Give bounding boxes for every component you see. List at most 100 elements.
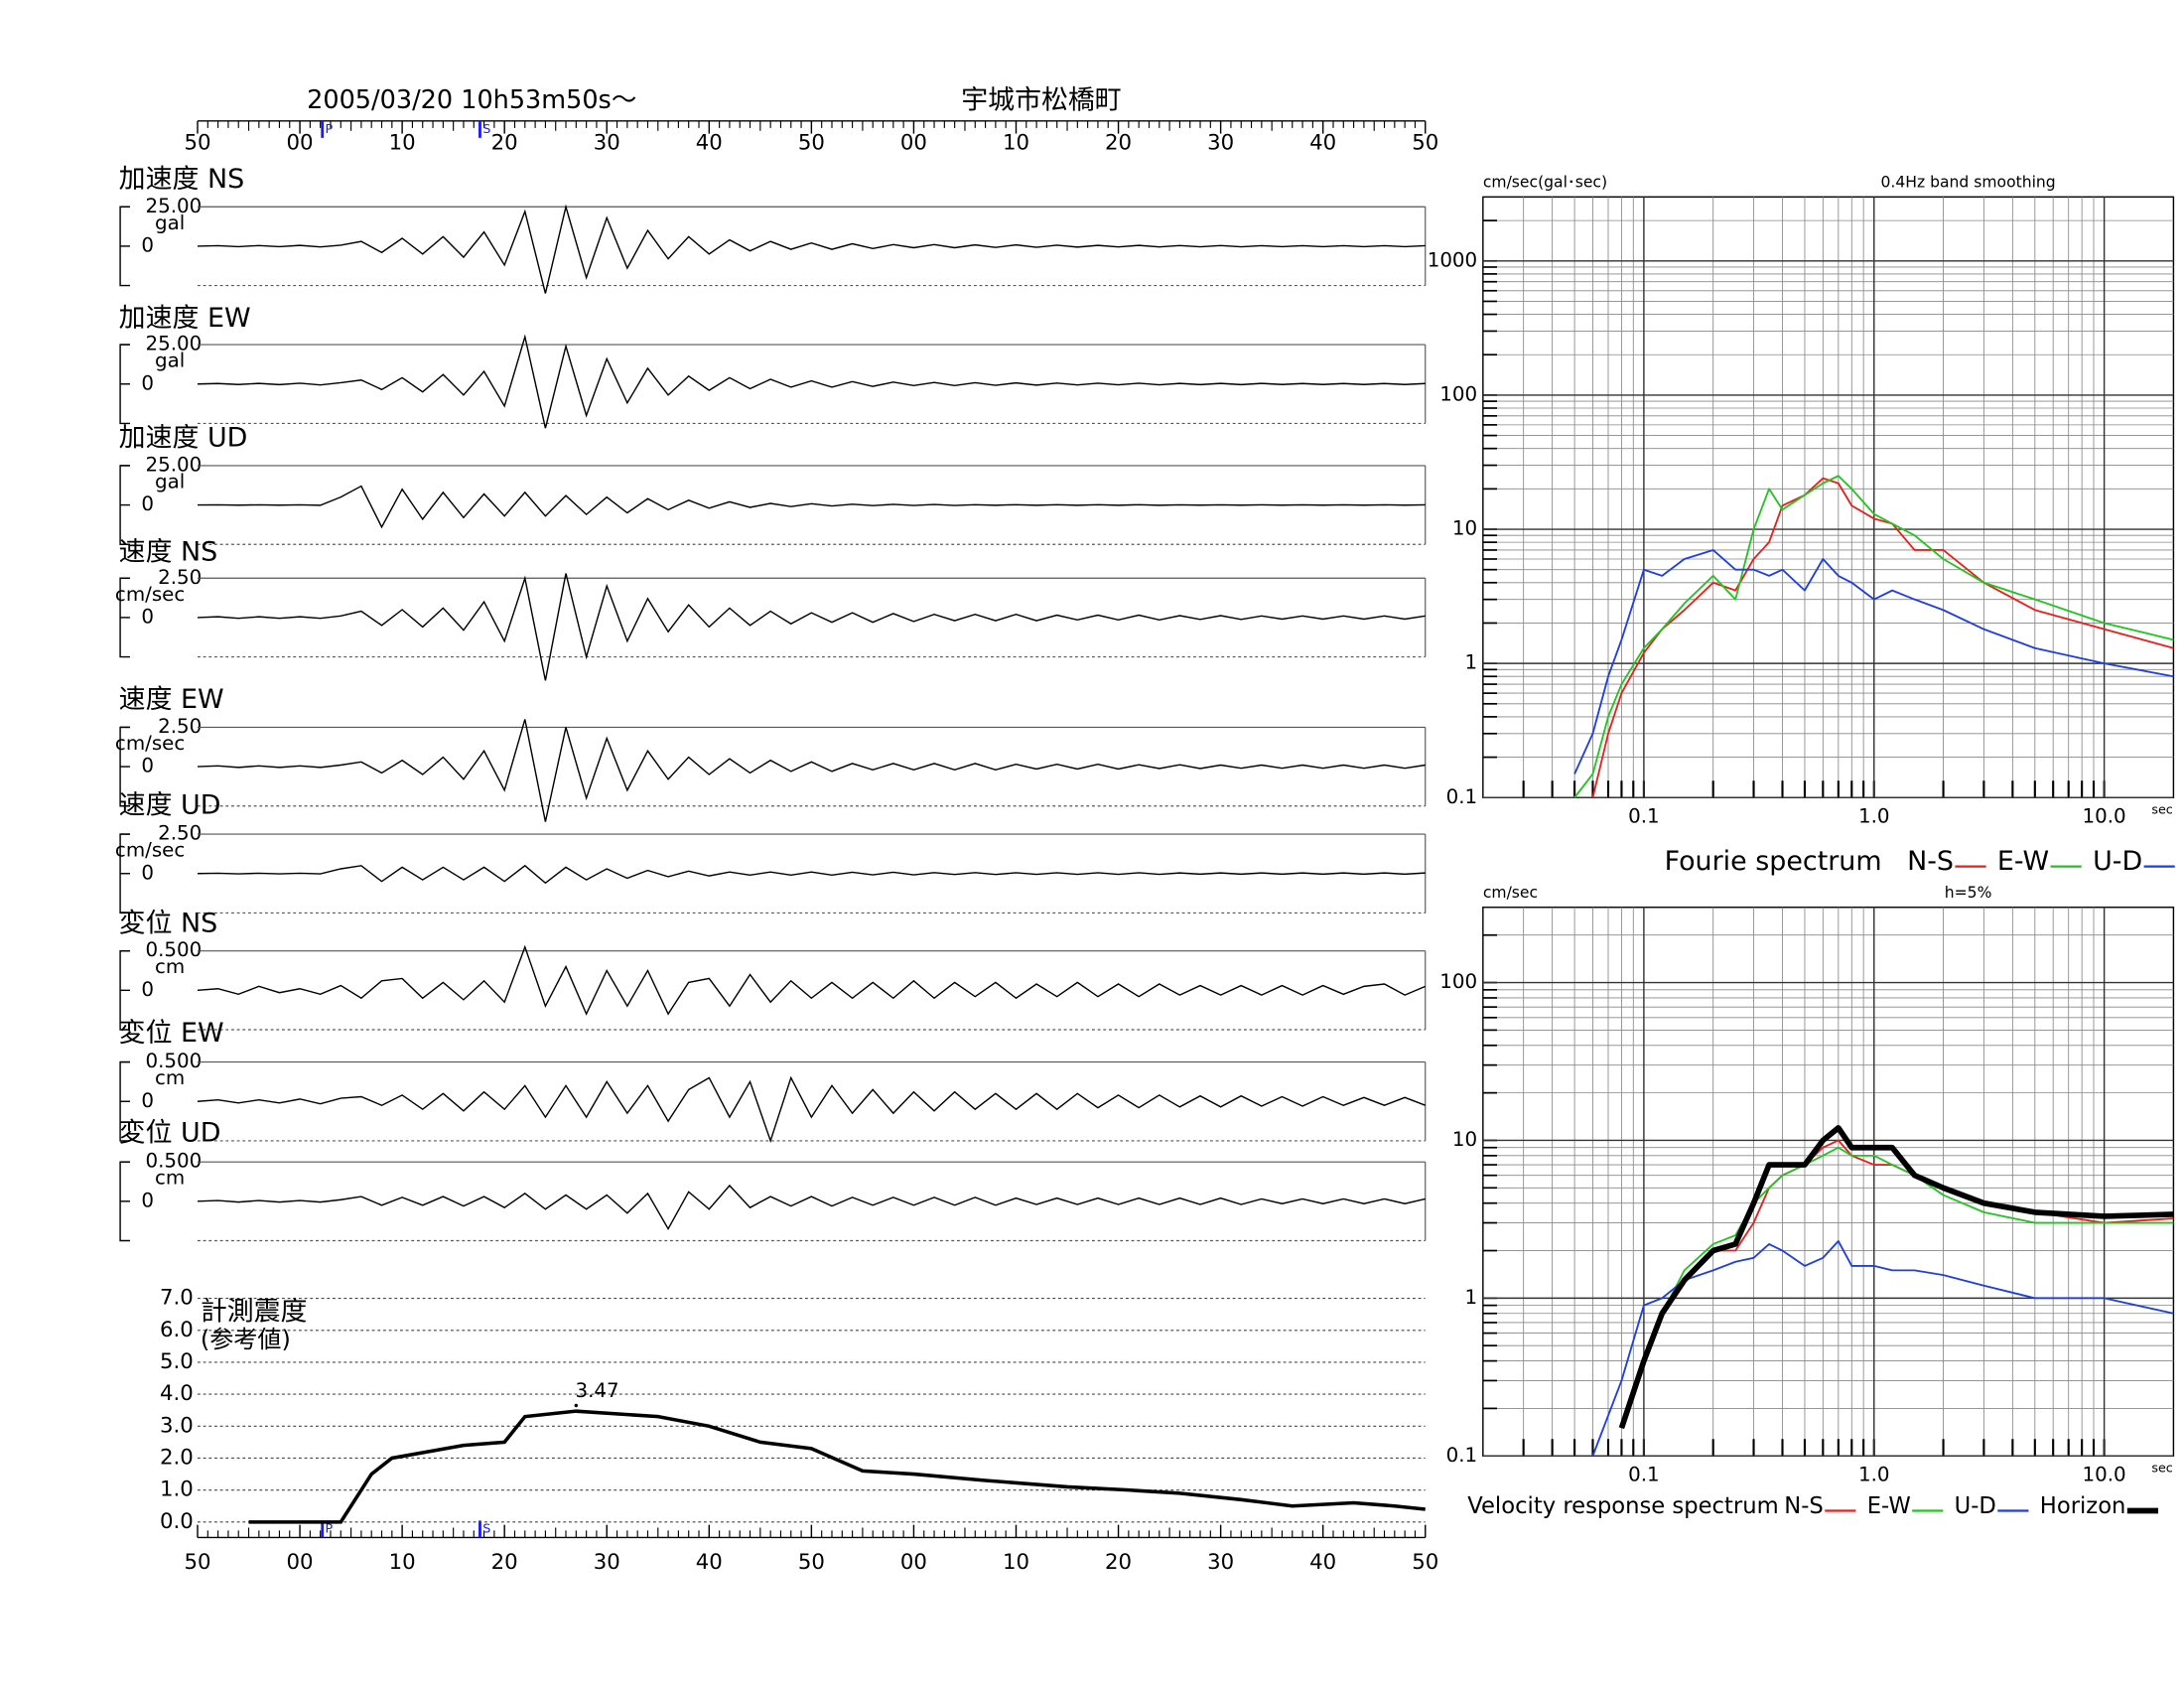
- waveform: [197, 334, 1426, 429]
- time-tick-label: 10: [1003, 131, 1029, 156]
- trace-scale-label: 25.00: [145, 195, 202, 217]
- legend-label: N-S: [1784, 1493, 1824, 1519]
- trace-unit: cm: [155, 1066, 185, 1089]
- waveform: [197, 864, 1426, 885]
- trace-label: 加速度 UD: [119, 423, 248, 454]
- trace-label: 変位 UD: [119, 1117, 221, 1148]
- intensity-tick-label: 6.0: [160, 1318, 194, 1342]
- intensity-tick-label: 1.0: [160, 1477, 194, 1502]
- x-axis-label: sec: [2151, 803, 2173, 818]
- phase-label: S: [482, 1521, 490, 1536]
- intensity-peak-label: 3.47: [576, 1379, 619, 1402]
- time-tick-label: 30: [1207, 131, 1234, 156]
- intensity-tick-label: 2.0: [160, 1445, 194, 1470]
- time-tick-label: 20: [1105, 131, 1132, 156]
- y-axis-label: cm/sec: [1483, 884, 1538, 902]
- spectrum-line: [1573, 549, 2174, 774]
- time-tick-label: 40: [696, 1550, 723, 1575]
- trace-scale-label: 0.500: [145, 938, 202, 961]
- time-tick-label: 30: [594, 131, 620, 156]
- x-tick-label: 1.0: [1858, 1464, 1890, 1486]
- y-tick-label: 0.1: [1446, 1444, 1478, 1467]
- x-tick-label: 0.1: [1628, 1464, 1660, 1486]
- y-tick-label: 100: [1439, 382, 1477, 405]
- intensity-tick-label: 4.0: [160, 1381, 194, 1406]
- trace-label: 加速度 NS: [119, 164, 244, 195]
- time-tick-label: 50: [1412, 131, 1438, 156]
- time-tick-label: 00: [287, 1550, 314, 1575]
- y-tick-label: 1000: [1428, 248, 1477, 271]
- trace-zero-label: 0: [141, 605, 154, 628]
- trace-unit: gal: [155, 350, 185, 372]
- trace-scale-label: 2.50: [158, 715, 202, 738]
- waveform: [197, 204, 1426, 294]
- waveform: [197, 1184, 1426, 1231]
- time-tick-label: 50: [184, 131, 210, 156]
- trace-zero-label: 0: [141, 1189, 154, 1211]
- trace-scale-label: 25.00: [145, 453, 202, 476]
- trace-unit: gal: [155, 470, 185, 492]
- time-tick-label: 00: [287, 131, 314, 156]
- legend-title: Fourie spectrum: [1665, 846, 1882, 877]
- trace-label: 加速度 EW: [119, 303, 251, 334]
- trace-zero-label: 0: [141, 1089, 154, 1112]
- trace-unit: cm: [155, 955, 185, 978]
- y-tick-label: 100: [1439, 970, 1477, 993]
- trace-unit: cm/sec: [115, 583, 185, 606]
- y-tick-label: 0.1: [1446, 785, 1478, 808]
- x-tick-label: 10.0: [2083, 1464, 2126, 1486]
- trace-label: 速度 NS: [119, 536, 218, 567]
- trace-zero-label: 0: [141, 978, 154, 1001]
- x-tick-label: 10.0: [2083, 805, 2126, 828]
- trace-scale-label: 0.500: [145, 1050, 202, 1072]
- trace-unit: cm: [155, 1167, 185, 1190]
- plot-frame: [1482, 196, 2175, 798]
- time-tick-label: 10: [1003, 1550, 1029, 1575]
- phase-label: P: [326, 122, 334, 137]
- time-tick-label: 20: [491, 1550, 518, 1575]
- legend-label: U-D: [1955, 1493, 1996, 1519]
- x-axis-label: sec: [2151, 1462, 2173, 1477]
- legend-label: Horizon: [2040, 1493, 2126, 1519]
- spectrum-line: [1573, 475, 2174, 798]
- trace-zero-label: 0: [141, 755, 154, 777]
- time-tick-label: 40: [1309, 131, 1336, 156]
- legend-label: E-W: [1997, 846, 2049, 877]
- time-tick-label: 10: [389, 131, 416, 156]
- spectrum-line: [1591, 1239, 2174, 1457]
- y-tick-label: 10: [1452, 517, 1477, 540]
- y-tick-label: 1: [1465, 1286, 1478, 1309]
- phase-label: S: [482, 122, 490, 137]
- trace-zero-label: 0: [141, 492, 154, 515]
- intensity-subtitle: (参考値): [201, 1326, 291, 1353]
- annotation: 0.4Hz band smoothing: [1880, 174, 2055, 192]
- legend-label: N-S: [1907, 846, 1954, 877]
- station-name: 宇城市松橋町: [961, 85, 1121, 116]
- x-tick-label: 0.1: [1628, 805, 1660, 828]
- intensity-line: [248, 1409, 1426, 1524]
- time-tick-label: 00: [900, 131, 927, 156]
- time-tick-label: 40: [696, 131, 723, 156]
- legend-label: U-D: [2093, 846, 2142, 877]
- trace-unit: cm/sec: [115, 732, 185, 755]
- trace-zero-label: 0: [141, 371, 154, 394]
- trace-label: 変位 NS: [119, 908, 218, 938]
- time-tick-label: 50: [184, 1550, 210, 1575]
- trace-scale-label: 25.00: [145, 333, 202, 355]
- waveform: [197, 573, 1426, 681]
- x-tick-label: 1.0: [1858, 805, 1890, 828]
- time-tick-label: 20: [491, 131, 518, 156]
- spectrum-line: [1618, 1125, 2174, 1430]
- trace-label: 変位 EW: [119, 1018, 224, 1049]
- phase-label: P: [326, 1521, 334, 1536]
- time-tick-label: 00: [900, 1550, 927, 1575]
- intensity-tick-label: 5.0: [160, 1349, 194, 1374]
- time-tick-label: 40: [1309, 1550, 1336, 1575]
- waveform: [197, 485, 1426, 529]
- trace-scale-label: 2.50: [158, 822, 202, 845]
- plot-frame: [1482, 907, 2175, 1457]
- y-axis-label: cm/sec(gal･sec): [1483, 174, 1607, 192]
- time-tick-label: 30: [1207, 1550, 1234, 1575]
